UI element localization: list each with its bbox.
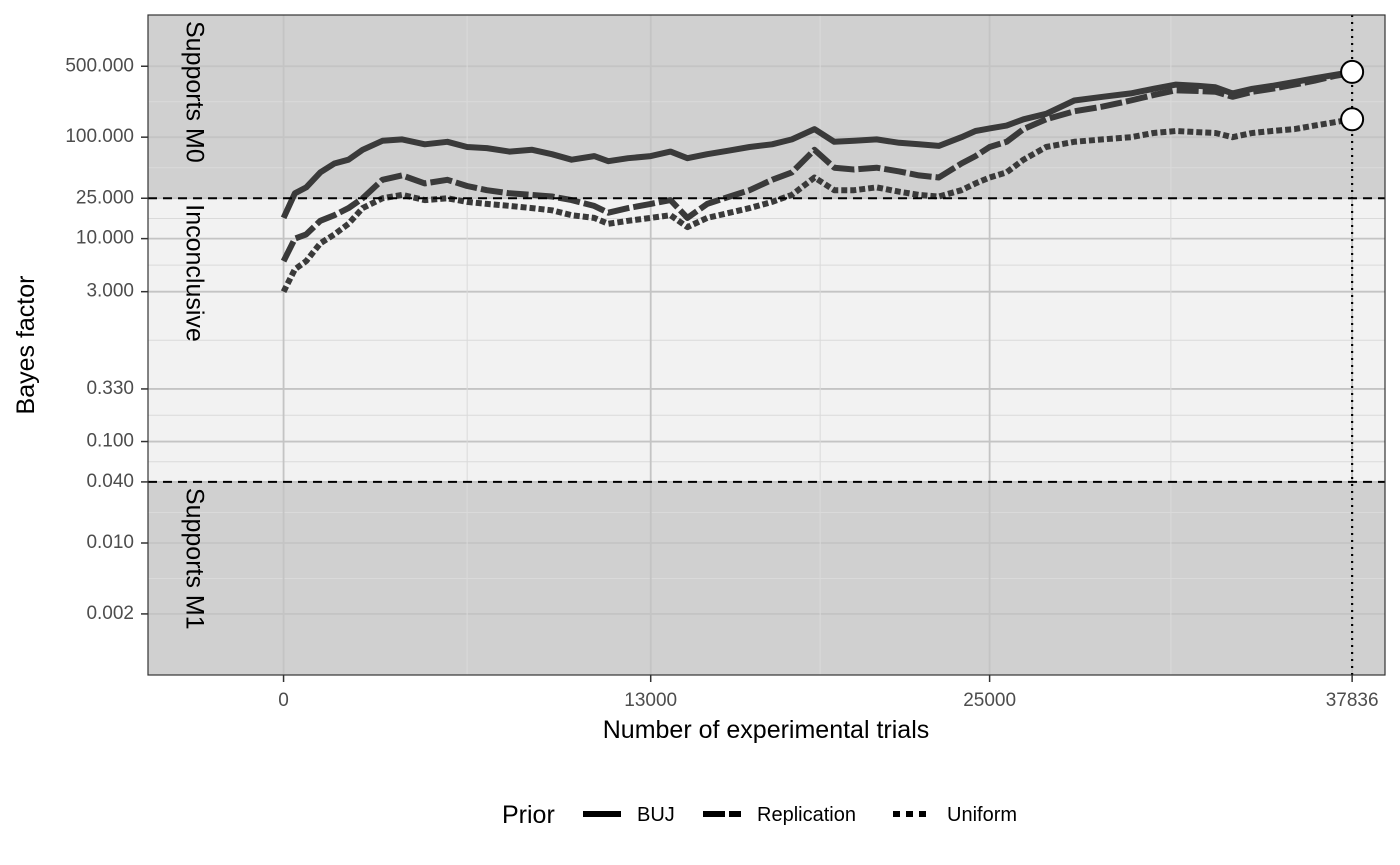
legend-label-buj: BUJ: [637, 804, 675, 826]
x-tick-label-1: 13000: [624, 690, 677, 711]
x-tick-label-0: 0: [278, 690, 289, 711]
y-tick-label-5: 0.330: [86, 378, 134, 399]
x-axis-label: Number of experimental trials: [603, 716, 930, 744]
region-backgrounds: [148, 15, 1385, 675]
legend-title: Prior: [502, 801, 555, 829]
y-tick-label-8: 0.010: [86, 532, 134, 553]
legend-label-uniform: Uniform: [947, 804, 1017, 826]
series-line-buj: [280, 68, 1353, 220]
region-label-0: Supports M0: [180, 21, 208, 163]
x-axis: 0 13000 25000 37836: [278, 675, 1379, 711]
legend-label-replication: Replication: [757, 804, 856, 826]
end-markers: [1340, 59, 1365, 132]
y-tick-label-2: 25.000: [76, 187, 134, 208]
y-tick-label-0: 500.000: [65, 55, 134, 76]
end-marker-0: [1340, 59, 1365, 84]
end-marker-1: [1340, 107, 1365, 132]
y-axis: 500.000 100.000 25.000 10.000 3.000 0.330 0.10…: [65, 55, 148, 624]
reference-lines: [148, 15, 1385, 675]
y-axis-label: Bayes factor: [12, 276, 40, 415]
region-label-2: Supports M1: [180, 488, 208, 630]
y-tick-label-6: 0.100: [86, 431, 134, 452]
x-tick-label-2: 25000: [963, 690, 1016, 711]
series-line-uniform: [280, 116, 1353, 294]
series-lines: [280, 68, 1353, 294]
y-tick-label-1: 100.000: [65, 126, 134, 147]
y-tick-label-9: 0.002: [86, 603, 134, 624]
y-tick-label-7: 0.040: [86, 471, 134, 492]
legend: Prior BUJ Replication Uniform: [502, 801, 1017, 829]
region-label-1: Inconclusive: [180, 204, 208, 342]
series-line-replication: [280, 69, 1353, 263]
y-tick-label-4: 3.000: [86, 281, 134, 302]
y-tick-label-3: 10.000: [76, 228, 134, 249]
region-labels: Supports M0 Inconclusive Supports M1: [180, 21, 208, 630]
x-tick-label-3: 37836: [1326, 690, 1379, 711]
region-0: [148, 15, 1385, 199]
panel-border: [147, 14, 1386, 676]
